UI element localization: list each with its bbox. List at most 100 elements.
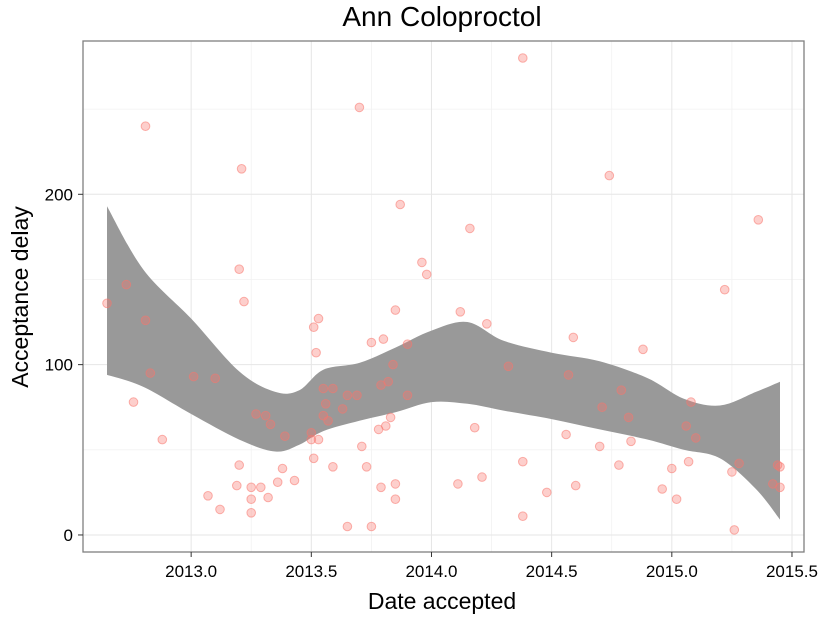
data-point bbox=[623, 412, 634, 423]
data-point bbox=[376, 482, 386, 493]
data-point bbox=[251, 409, 261, 419]
data-point bbox=[616, 385, 627, 396]
data-point bbox=[277, 463, 288, 474]
data-point bbox=[390, 494, 401, 505]
data-point bbox=[518, 456, 528, 467]
data-point bbox=[232, 480, 242, 491]
data-point bbox=[239, 296, 249, 307]
data-point bbox=[313, 434, 324, 445]
data-point bbox=[597, 402, 607, 413]
data-point bbox=[246, 508, 256, 518]
x-tick-label: 2015.5 bbox=[766, 562, 818, 581]
data-point bbox=[681, 421, 692, 431]
chart-title: Ann Coloproctol bbox=[342, 1, 541, 32]
y-tick-label: 200 bbox=[45, 185, 73, 204]
data-point bbox=[657, 484, 668, 494]
data-point bbox=[469, 422, 480, 433]
data-point bbox=[626, 436, 636, 447]
data-point bbox=[308, 453, 319, 464]
data-point bbox=[383, 376, 394, 387]
data-point bbox=[280, 431, 290, 442]
data-point bbox=[775, 462, 785, 472]
data-point bbox=[203, 491, 213, 501]
data-point bbox=[352, 390, 362, 401]
data-point bbox=[328, 383, 338, 394]
data-point bbox=[385, 412, 396, 423]
data-point bbox=[388, 359, 398, 370]
data-point bbox=[395, 199, 406, 210]
data-point bbox=[318, 410, 329, 421]
data-point bbox=[734, 458, 744, 469]
data-point bbox=[157, 434, 168, 445]
data-point bbox=[128, 397, 139, 407]
data-point bbox=[453, 479, 463, 489]
data-point bbox=[361, 462, 372, 472]
data-point bbox=[727, 467, 737, 477]
data-point bbox=[542, 487, 552, 498]
data-point bbox=[337, 404, 348, 414]
data-point bbox=[402, 390, 413, 401]
data-point bbox=[753, 215, 764, 225]
data-point bbox=[256, 482, 266, 493]
data-point bbox=[465, 223, 475, 234]
x-tick-label: 2013.0 bbox=[165, 562, 217, 581]
data-point bbox=[729, 525, 740, 535]
data-point bbox=[357, 441, 367, 452]
data-point bbox=[215, 504, 225, 515]
data-point bbox=[421, 269, 432, 280]
data-point bbox=[354, 102, 365, 113]
data-point bbox=[308, 322, 319, 333]
data-point bbox=[145, 368, 156, 378]
data-point bbox=[671, 494, 682, 505]
data-point bbox=[390, 305, 401, 315]
data-point bbox=[311, 347, 321, 358]
data-point bbox=[328, 462, 338, 472]
data-point bbox=[121, 279, 132, 290]
data-point bbox=[342, 390, 353, 401]
data-point bbox=[246, 482, 256, 493]
x-axis-title: Date accepted bbox=[368, 588, 516, 614]
x-tick-label: 2013.5 bbox=[285, 562, 337, 581]
y-tick-label: 0 bbox=[64, 526, 73, 545]
data-point bbox=[390, 479, 401, 489]
data-point bbox=[210, 373, 220, 384]
data-point bbox=[775, 482, 785, 493]
data-point bbox=[381, 421, 391, 431]
data-point bbox=[366, 521, 377, 532]
data-point bbox=[234, 264, 244, 275]
data-point bbox=[686, 397, 696, 407]
data-point bbox=[246, 494, 256, 505]
data-point bbox=[272, 477, 283, 488]
data-point bbox=[140, 315, 151, 326]
data-point bbox=[318, 383, 329, 394]
data-point bbox=[518, 53, 528, 63]
data-point bbox=[570, 480, 581, 491]
data-point bbox=[477, 472, 487, 482]
data-point bbox=[667, 463, 677, 474]
data-point bbox=[614, 460, 624, 470]
x-tick-label: 2014.5 bbox=[526, 562, 578, 581]
data-point bbox=[518, 511, 528, 522]
x-tick-label: 2015.0 bbox=[646, 562, 698, 581]
data-point bbox=[306, 434, 317, 445]
confidence-band-layer bbox=[107, 206, 780, 520]
data-point bbox=[594, 441, 605, 452]
data-point bbox=[289, 475, 300, 486]
data-point bbox=[265, 419, 276, 430]
data-point bbox=[402, 339, 413, 350]
data-point bbox=[323, 416, 333, 426]
data-point bbox=[719, 284, 730, 295]
data-point bbox=[306, 428, 317, 438]
data-point bbox=[683, 456, 694, 467]
data-point bbox=[604, 170, 615, 181]
data-point bbox=[342, 521, 353, 532]
data-point bbox=[503, 361, 514, 372]
y-axis-title: Acceptance delay bbox=[7, 206, 33, 388]
data-point bbox=[561, 429, 571, 440]
confidence-band bbox=[107, 206, 780, 520]
data-point bbox=[691, 433, 701, 443]
data-point bbox=[366, 337, 377, 348]
data-point bbox=[563, 370, 574, 380]
